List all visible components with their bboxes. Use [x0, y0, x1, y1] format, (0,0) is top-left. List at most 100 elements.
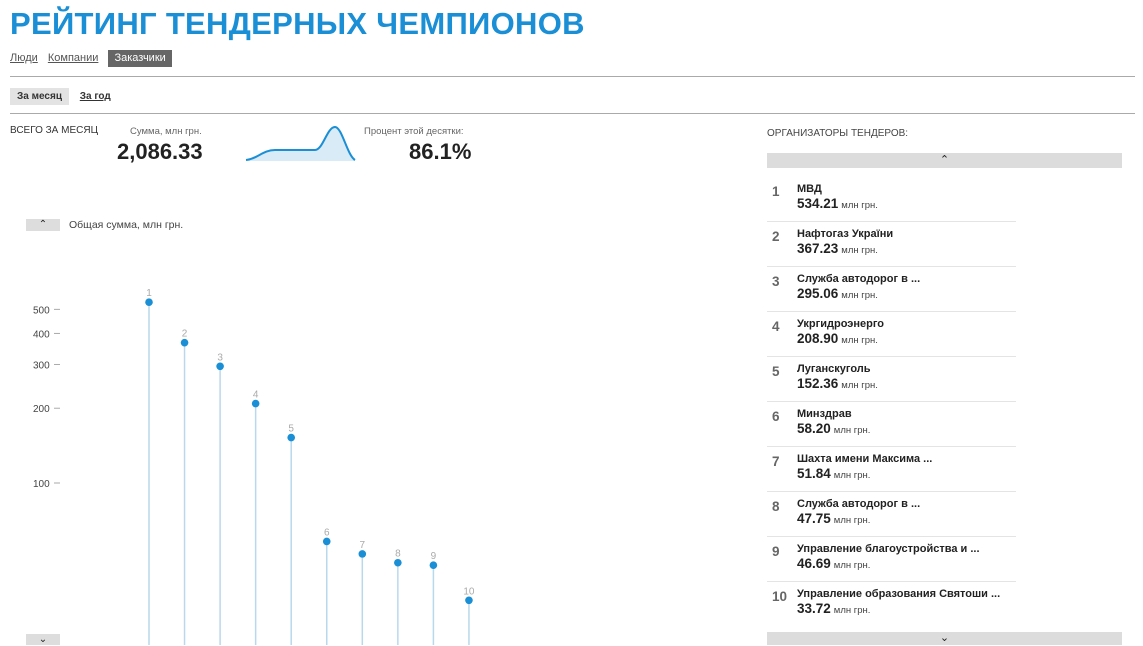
- y-tick-label: 400: [33, 329, 50, 340]
- value-unit: млн грн.: [833, 605, 871, 616]
- point-label: 4: [253, 390, 259, 401]
- tab-companies[interactable]: Компании: [47, 52, 99, 64]
- organizers-list: 1 МВД 534.21 млн грн. 2 Нафтогаз України 367.2…: [767, 177, 1016, 626]
- chevron-up-icon: ⌃: [38, 219, 48, 230]
- data-point[interactable]: [322, 537, 331, 546]
- value-unit: млн грн.: [833, 425, 871, 436]
- organizer-value: 33.72 млн грн.: [797, 601, 870, 616]
- chart-scroll-up-button[interactable]: ⌃: [26, 219, 60, 231]
- point-label: 5: [288, 424, 294, 435]
- organizer-value: 46.69 млн грн.: [797, 556, 870, 571]
- data-point[interactable]: [145, 298, 153, 307]
- data-point[interactable]: [429, 561, 438, 569]
- value-number: 295.06: [797, 286, 839, 301]
- chevron-down-icon: ⌄: [38, 634, 48, 645]
- rank: 2: [772, 229, 780, 244]
- organizer-value: 47.75 млн грн.: [797, 511, 870, 526]
- list-item[interactable]: 6 Минздрав 58.20 млн грн.: [767, 401, 1016, 446]
- value-unit: млн грн.: [841, 335, 878, 346]
- point-label: 9: [431, 551, 437, 562]
- point-label: 3: [217, 352, 223, 363]
- divider: [10, 76, 1135, 77]
- point-label: 6: [324, 527, 330, 538]
- organizer-name: Укргидроэнерго: [797, 318, 884, 330]
- value-unit: млн грн.: [833, 560, 871, 571]
- organizer-value: 51.84 млн грн.: [797, 466, 870, 481]
- point-label: 8: [395, 549, 401, 560]
- list-scroll-down-button[interactable]: ⌄: [767, 632, 1122, 645]
- value-unit: млн грн.: [833, 515, 871, 526]
- organizer-value: 152.36 млн грн.: [797, 376, 878, 391]
- organizer-value: 295.06 млн грн.: [797, 286, 878, 301]
- data-point[interactable]: [216, 362, 224, 371]
- value-unit: млн грн.: [841, 290, 878, 301]
- divider: [10, 113, 1135, 114]
- value-number: 46.69: [797, 556, 831, 571]
- y-tick-label: 200: [33, 404, 50, 415]
- data-point[interactable]: [465, 596, 473, 605]
- organizer-value: 58.20 млн грн.: [797, 421, 870, 436]
- period-tabs: За месяц За год: [10, 88, 111, 105]
- rank: 5: [772, 364, 780, 379]
- rank: 10: [772, 589, 788, 604]
- organizer-value: 534.21 млн грн.: [797, 196, 878, 211]
- organizer-name: Управление благоустройства и ...: [797, 543, 980, 555]
- list-item[interactable]: 7 Шахта имени Максима ... 51.84 млн грн.: [767, 446, 1016, 491]
- tab-people[interactable]: Люди: [10, 52, 38, 64]
- value-unit: млн грн.: [833, 470, 871, 481]
- list-item[interactable]: 8 Служба автодорог в ... 47.75 млн грн.: [767, 491, 1016, 536]
- rank: 4: [772, 319, 780, 334]
- rank: 3: [772, 274, 780, 289]
- value-number: 367.23: [797, 241, 839, 256]
- data-point[interactable]: [394, 558, 402, 567]
- rank: 6: [772, 409, 780, 424]
- list-item[interactable]: 10 Управление образования Святоши ... 33.7…: [767, 581, 1016, 626]
- data-point[interactable]: [251, 399, 260, 408]
- organizer-name: МВД: [797, 183, 822, 195]
- list-item[interactable]: 3 Служба автодорог в ... 295.06 млн грн.: [767, 266, 1016, 311]
- organizer-value: 208.90 млн грн.: [797, 331, 878, 346]
- sum-label: Сумма, млн грн.: [130, 126, 202, 137]
- percent-label: Процент этой десятки:: [364, 126, 464, 137]
- percent-value: 86.1%: [409, 139, 472, 164]
- organizers-title: ОРГАНИЗАТОРЫ ТЕНДЕРОВ:: [767, 128, 909, 139]
- list-item[interactable]: 4 Укргидроэнерго 208.90 млн грн.: [767, 311, 1016, 356]
- tab-customers[interactable]: Заказчики: [108, 50, 172, 80]
- point-label: 2: [182, 329, 188, 340]
- value-number: 152.36: [797, 376, 839, 391]
- point-label: 1: [146, 288, 152, 299]
- organizer-name: Нафтогаз України: [797, 228, 894, 240]
- data-point[interactable]: [287, 433, 296, 442]
- rank: 1: [772, 184, 780, 199]
- rank: 8: [772, 499, 780, 514]
- tab-month[interactable]: За месяц: [10, 88, 69, 105]
- value-number: 58.20: [797, 421, 831, 436]
- chevron-down-icon: ⌄: [939, 632, 950, 644]
- value-unit: млн грн.: [841, 380, 878, 391]
- list-item[interactable]: 2 Нафтогаз України 367.23 млн грн.: [767, 221, 1016, 266]
- list-item[interactable]: 9 Управление благоустройства и ... 46.69 мл…: [767, 536, 1016, 581]
- chart-title: Общая сумма, млн грн.: [69, 219, 184, 231]
- data-point[interactable]: [358, 550, 367, 558]
- list-item[interactable]: 5 Луганскуголь 152.36 млн грн.: [767, 356, 1016, 401]
- organizer-name: Шахта имени Максима ...: [797, 453, 933, 465]
- point-label: 7: [360, 540, 366, 551]
- organizer-name: Минздрав: [797, 408, 852, 420]
- value-number: 47.75: [797, 511, 831, 526]
- value-unit: млн грн.: [841, 200, 878, 211]
- organizer-name: Луганскуголь: [797, 363, 871, 375]
- chevron-up-icon: ⌃: [939, 154, 950, 166]
- category-tabs: Люди Компании Заказчики: [10, 50, 172, 80]
- value-number: 208.90: [797, 331, 839, 346]
- organizer-value: 367.23 млн грн.: [797, 241, 878, 256]
- points-chart: 100 200 300 400 500 1 2 3 4 5 6 7 8 9 10: [33, 288, 475, 645]
- rank: 7: [772, 454, 780, 469]
- y-tick-label: 500: [33, 305, 50, 316]
- tab-year[interactable]: За год: [79, 91, 111, 102]
- list-scroll-up-button[interactable]: ⌃: [767, 153, 1122, 168]
- data-point[interactable]: [180, 338, 189, 347]
- list-item[interactable]: 1 МВД 534.21 млн грн.: [767, 177, 1016, 221]
- sum-value: 2,086.33: [117, 139, 203, 164]
- chart-scroll-down-button[interactable]: ⌄: [26, 634, 60, 645]
- organizer-name: Служба автодорог в ...: [797, 498, 921, 510]
